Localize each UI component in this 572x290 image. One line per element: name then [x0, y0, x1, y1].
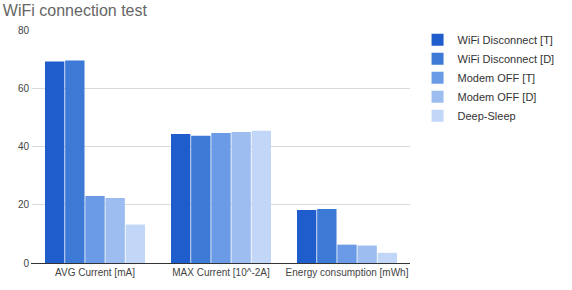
svg-text:80: 80: [18, 25, 30, 36]
svg-text:AVG Current [mA]: AVG Current [mA]: [55, 267, 135, 278]
svg-text:WiFi Disconnect [T]: WiFi Disconnect [T]: [458, 34, 553, 46]
svg-text:WiFi connection test: WiFi connection test: [3, 2, 148, 19]
svg-text:MAX Current [10^-2A]: MAX Current [10^-2A]: [172, 267, 270, 278]
svg-text:Energy consumption [mWh]: Energy consumption [mWh]: [286, 267, 409, 278]
svg-text:0: 0: [23, 258, 29, 269]
svg-text:WiFi Disconnect [D]: WiFi Disconnect [D]: [458, 53, 555, 65]
svg-text:40: 40: [18, 141, 30, 152]
svg-text:Deep-Sleep: Deep-Sleep: [458, 110, 516, 122]
svg-text:Modem OFF [T]: Modem OFF [T]: [458, 72, 536, 84]
svg-text:60: 60: [18, 83, 30, 94]
svg-text:20: 20: [18, 199, 30, 210]
svg-text:Modem OFF [D]: Modem OFF [D]: [458, 91, 537, 103]
